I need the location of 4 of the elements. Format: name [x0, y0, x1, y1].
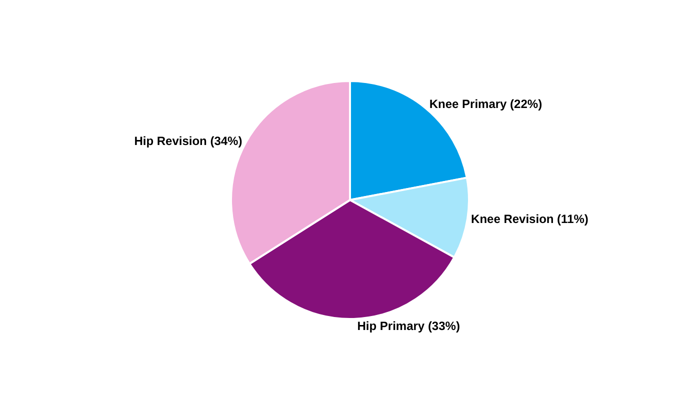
slice-label: Knee Primary (22%) — [429, 97, 542, 112]
slice-label: Knee Revision (11%) — [471, 212, 588, 226]
slice-label: Hip Primary (33%) — [357, 318, 460, 333]
slice-label: Hip Revision (34%) — [134, 134, 242, 148]
